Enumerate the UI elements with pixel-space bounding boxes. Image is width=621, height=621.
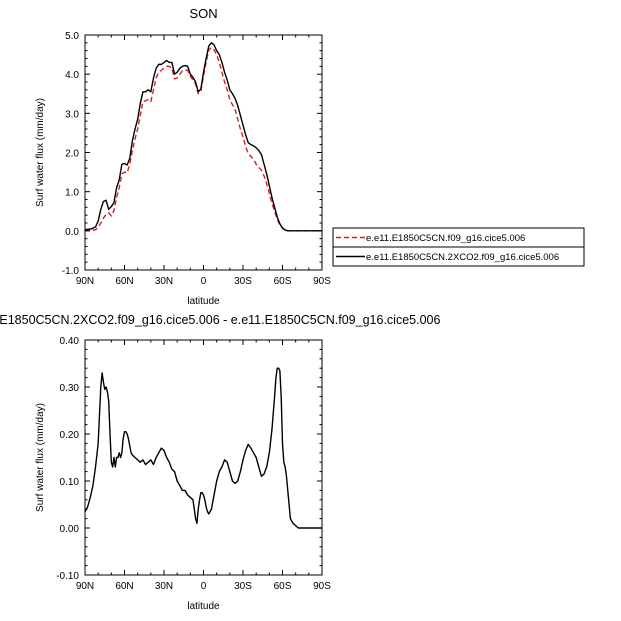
top-chart-panel: SON -1.0 0.0 1.0 2.0 3.0 4.0 5.0 90N 60N 30N 0 30S 60… (35, 6, 331, 307)
top-chart-title: SON (189, 6, 217, 21)
top-series-line-1 (84, 42, 322, 232)
top-x-tick-label: 60N (115, 276, 133, 287)
top-x-tick-label: 30S (234, 276, 252, 287)
top-x-tick-label: 90N (76, 276, 94, 287)
legend-label-0: e.e11.E1850C5CN.f09_g16.cice5.006 (366, 233, 525, 244)
top-x-axis-label: latitude (187, 296, 220, 307)
bottom-y-tick-label: 0.00 (60, 524, 80, 535)
top-chart-legend: e.e11.E1850C5CN.f09_g16.cice5.006 e.e11.E… (332, 227, 585, 267)
top-y-tick-label: -1.0 (62, 266, 80, 277)
bottom-x-tick-label: 60N (115, 581, 133, 592)
bottom-chart-panel: e.e11.E1850C5CN.2XCO2.f09_g16.cice5.006 … (0, 313, 440, 612)
legend-label-1: e.e11.E1850C5CN.2XCO2.f09_g16.cice5.006 (366, 252, 559, 263)
bottom-x-tick-label: 60S (274, 581, 292, 592)
top-y-axis-label: Surf water flux (mm/day) (35, 98, 46, 207)
top-y-tick-label: 0.0 (65, 227, 79, 238)
bottom-x-tick-label: 30S (234, 581, 252, 592)
top-x-tick-label: 0 (201, 276, 207, 287)
top-y-tick-label: 2.0 (65, 149, 79, 160)
top-y-tick-label: 1.0 (65, 188, 79, 199)
bottom-x-tick-label: 0 (201, 581, 207, 592)
bottom-chart-title: e.e11.E1850C5CN.2XCO2.f09_g16.cice5.006 … (0, 313, 440, 327)
top-y-tick-label: 4.0 (65, 70, 79, 81)
top-x-tick-label: 60S (274, 276, 292, 287)
top-chart-plot-area (84, 42, 322, 232)
top-y-tick-label: 5.0 (65, 31, 79, 42)
bottom-x-axis-label: latitude (187, 601, 220, 612)
bottom-x-tick-label: 30N (155, 581, 173, 592)
bottom-series-line-0 (84, 367, 322, 529)
bottom-y-tick-label: 0.10 (60, 477, 80, 488)
bottom-x-tick-label: 90S (313, 581, 331, 592)
bottom-x-tick-label: 90N (76, 581, 94, 592)
top-y-tick-label: 3.0 (65, 109, 79, 120)
bottom-y-axis-label: Surf water flux (mm/day) (35, 403, 46, 512)
top-x-tick-label: 30N (155, 276, 173, 287)
bottom-y-tick-label: 0.40 (60, 336, 80, 347)
bottom-y-tick-label: 0.30 (60, 383, 80, 394)
bottom-y-tick-label: -0.10 (56, 571, 79, 582)
top-x-tick-label: 90S (313, 276, 331, 287)
bottom-y-tick-label: 0.20 (60, 430, 80, 441)
bottom-chart-plot-area (84, 367, 322, 529)
